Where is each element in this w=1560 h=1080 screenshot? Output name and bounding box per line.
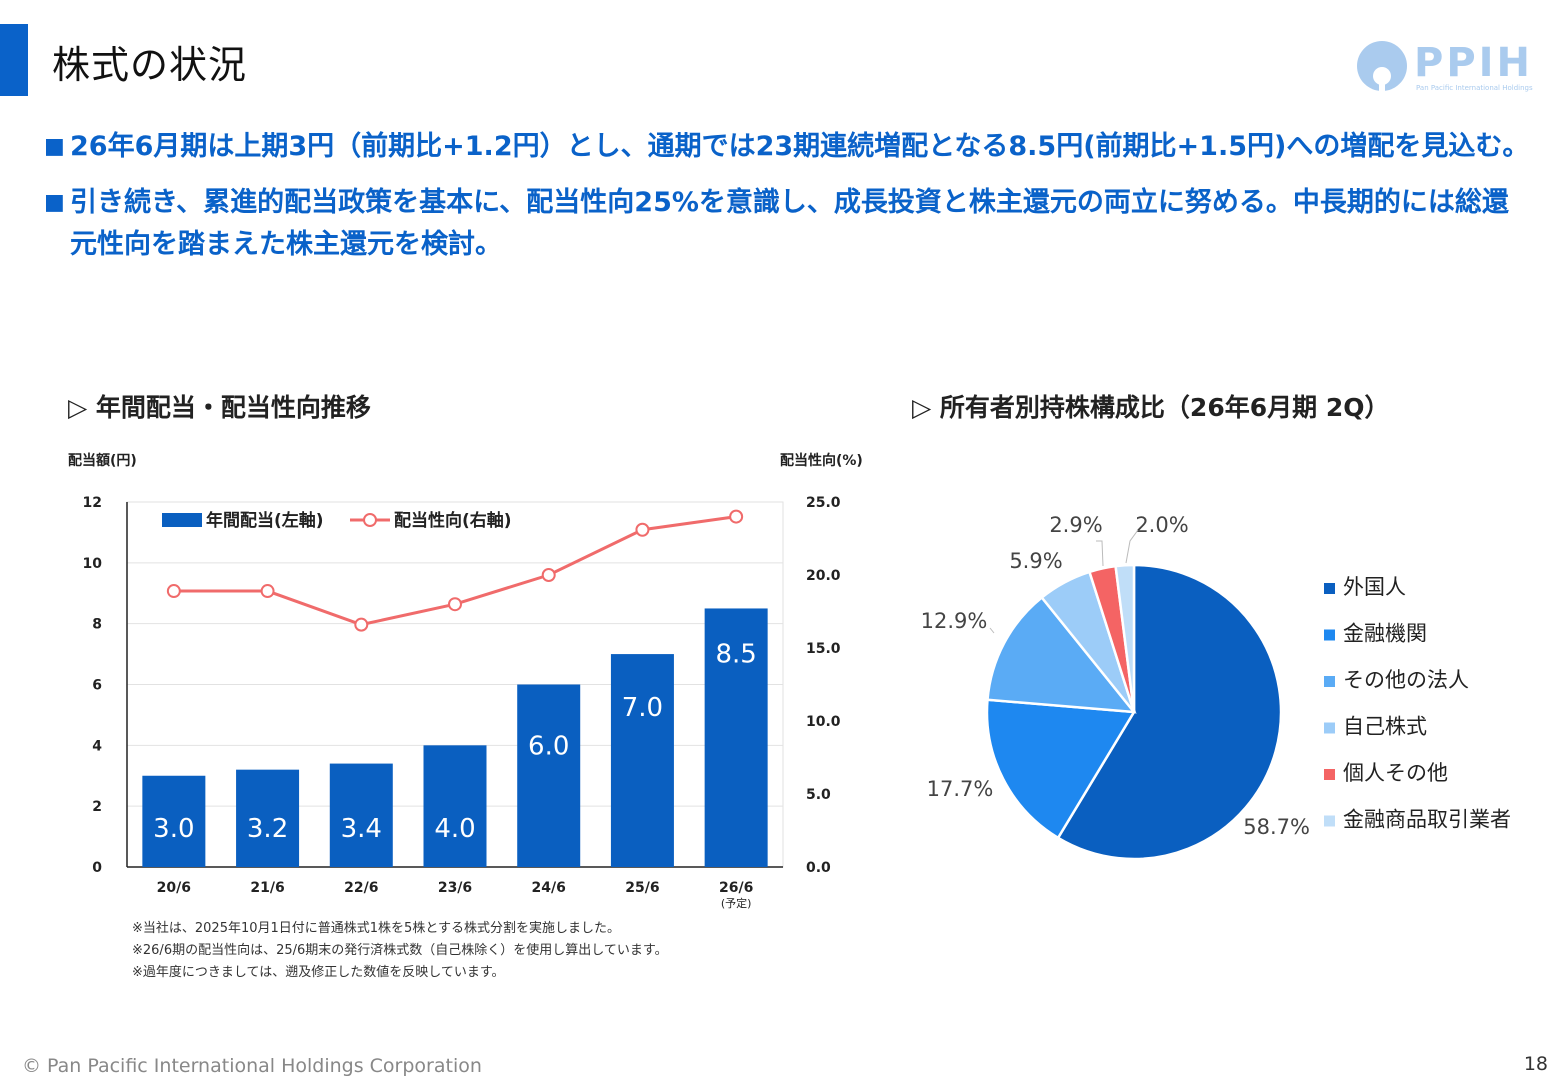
logo-mark-icon <box>1357 41 1407 94</box>
left-tick-label: 2 <box>92 799 102 815</box>
pie-value-label: 58.7% <box>1243 815 1310 839</box>
right-tick-label: 15.0 <box>806 641 841 657</box>
right-tick-label: 25.0 <box>806 495 841 511</box>
payout-ratio-point <box>448 597 462 612</box>
dividend-chart-title: ▷ 年間配当・配当性向推移 <box>68 393 371 422</box>
pie-legend-label: 個人その他 <box>1343 761 1448 785</box>
legend-bar-swatch <box>162 513 202 527</box>
logo-subtext: Pan Pacific International Holdings <box>1416 84 1533 92</box>
bullet-square-icon: ■ <box>44 190 65 215</box>
legend-line-marker <box>363 513 377 527</box>
pie-value-label: 17.7% <box>927 777 994 801</box>
page-title: 株式の状況 <box>52 43 248 87</box>
right-tick-label: 20.0 <box>806 568 841 584</box>
legend-bar-label: 年間配当(左軸) <box>206 510 324 531</box>
bar-data-label: 3.2 <box>247 814 288 844</box>
pie-legend-label: 外国人 <box>1343 575 1406 599</box>
pie-legend-swatch <box>1324 629 1335 641</box>
left-tick-label: 8 <box>92 617 102 633</box>
bullet-list: ■ 26年6月期は上期3円（前期比+1.2円）とし、通期では23期連続増配となる… <box>44 126 1534 280</box>
bar-data-label: 3.0 <box>153 814 194 844</box>
bullet-text: 引き続き、累進的配当政策を基本に、配当性向25%を意識し、成長投資と株主還元の両… <box>70 187 1509 260</box>
pie-legend-swatch <box>1324 676 1335 687</box>
leader-line <box>1125 529 1139 564</box>
x-tick-label: 24/6 <box>532 880 566 896</box>
pie-value-label: 12.9% <box>921 609 988 633</box>
payout-ratio-point <box>729 509 744 524</box>
dividend-chart: 配当額(円) 配当性向(%) 0 2 4 6 8 10 12 0.0 5.0 10.0 15.0 20.0… <box>68 452 863 910</box>
pie-legend-label: その他の法人 <box>1343 668 1469 692</box>
bullet-text: 26年6月期は上期3円（前期比+1.2円）とし、通期では23期連続増配となる8.… <box>70 131 1530 162</box>
legend-line-label: 配当性向(右軸) <box>394 510 512 531</box>
right-tick-label: 5.0 <box>806 787 831 803</box>
bullet-square-icon: ■ <box>44 134 65 159</box>
bullet-item: ■ 引き続き、累進的配当政策を基本に、配当性向25%を意識し、成長投資と株主還元… <box>44 182 1534 266</box>
pie-legend-swatch <box>1324 769 1335 780</box>
pie-legend-swatch <box>1324 583 1335 594</box>
left-tick-label: 0 <box>92 860 102 876</box>
dividend-bar <box>517 684 581 867</box>
pie-slice <box>986 595 1137 714</box>
bar-data-label: 8.5 <box>715 639 756 669</box>
logo-text: PPIH <box>1414 40 1533 86</box>
pie-legend-swatch <box>1324 815 1335 827</box>
dividend-bar <box>610 654 674 867</box>
bullet-item: ■ 26年6月期は上期3円（前期比+1.2円）とし、通期では23期連続増配となる… <box>44 126 1534 168</box>
bar-data-label: 3.4 <box>341 814 382 844</box>
payout-ratio-point <box>166 584 181 599</box>
company-logo: PPIH Pan Pacific International Holdings <box>1352 38 1533 94</box>
left-tick-label: 10 <box>83 556 103 572</box>
footnote: ※当社は、2025年10月1日付に普通株式1株を5株とする株式分割を実施しました… <box>132 921 620 936</box>
leader-line <box>989 627 995 634</box>
right-axis-label: 配当性向(%) <box>780 452 863 469</box>
pie-legend-label: 金融商品取引業者 <box>1343 808 1511 832</box>
pie-value-label: 2.0% <box>1135 513 1188 537</box>
footnote: ※26/6期の配当性向は、25/6期末の発行済株式数（自己株除く）を使用し算出し… <box>132 943 668 958</box>
x-tick-label: 23/6 <box>438 880 472 896</box>
x-tick-label: 26/6 <box>719 880 753 896</box>
copyright: © Pan Pacific International Holdings Cor… <box>22 1055 482 1077</box>
dividend-bar <box>236 769 300 867</box>
pie-slice <box>1114 563 1136 713</box>
bar-data-label: 6.0 <box>528 732 569 762</box>
payout-ratio-point <box>260 584 275 599</box>
pie-legend-label: 自己株式 <box>1343 715 1427 739</box>
x-tick-note: (予定) <box>721 896 752 910</box>
x-tick-label: 25/6 <box>625 880 659 896</box>
x-tick-label: 21/6 <box>250 880 284 896</box>
x-tick-label: 20/6 <box>157 880 191 896</box>
bar-data-label: 7.0 <box>622 693 663 723</box>
pie-legend-swatch <box>1324 722 1335 734</box>
left-axis-label: 配当額(円) <box>68 452 137 469</box>
payout-ratio-point <box>541 568 556 582</box>
pie-value-label: 2.9% <box>1049 513 1102 537</box>
leader-line <box>1096 540 1104 567</box>
right-tick-label: 0.0 <box>806 860 831 876</box>
dividend-bar <box>142 775 206 867</box>
left-tick-label: 4 <box>92 738 102 754</box>
pie-value-label: 5.9% <box>1009 549 1062 573</box>
x-tick-label: 22/6 <box>344 880 378 896</box>
footnote: ※過年度につきましては、遡及修正した数値を反映しています。 <box>132 965 505 980</box>
left-tick-label: 12 <box>83 495 102 511</box>
left-tick-label: 6 <box>92 678 102 694</box>
title-accent-bar <box>0 24 28 96</box>
right-tick-label: 10.0 <box>806 714 841 730</box>
dividend-bar <box>423 745 487 867</box>
dividend-bar <box>704 608 768 867</box>
pie-slice <box>1056 563 1283 861</box>
page-number: 18 <box>1523 1053 1548 1075</box>
pie-slice <box>985 698 1137 840</box>
bar-data-label: 4.0 <box>434 814 475 844</box>
ownership-pie-chart: 58.7% 17.7% 12.9% 5.9% 2.9% 2.0% 外国人金融機関その他の法人… <box>921 513 1511 861</box>
payout-ratio-point <box>354 617 369 632</box>
ownership-chart-title: ▷ 所有者別持株構成比（26年6月期 2Q） <box>912 393 1390 422</box>
payout-ratio-point <box>635 522 650 537</box>
pie-legend-label: 金融機関 <box>1343 622 1427 646</box>
footnotes: ※当社は、2025年10月1日付に普通株式1株を5株とする株式分割を実施しました… <box>132 918 668 984</box>
dividend-bar <box>329 763 393 867</box>
